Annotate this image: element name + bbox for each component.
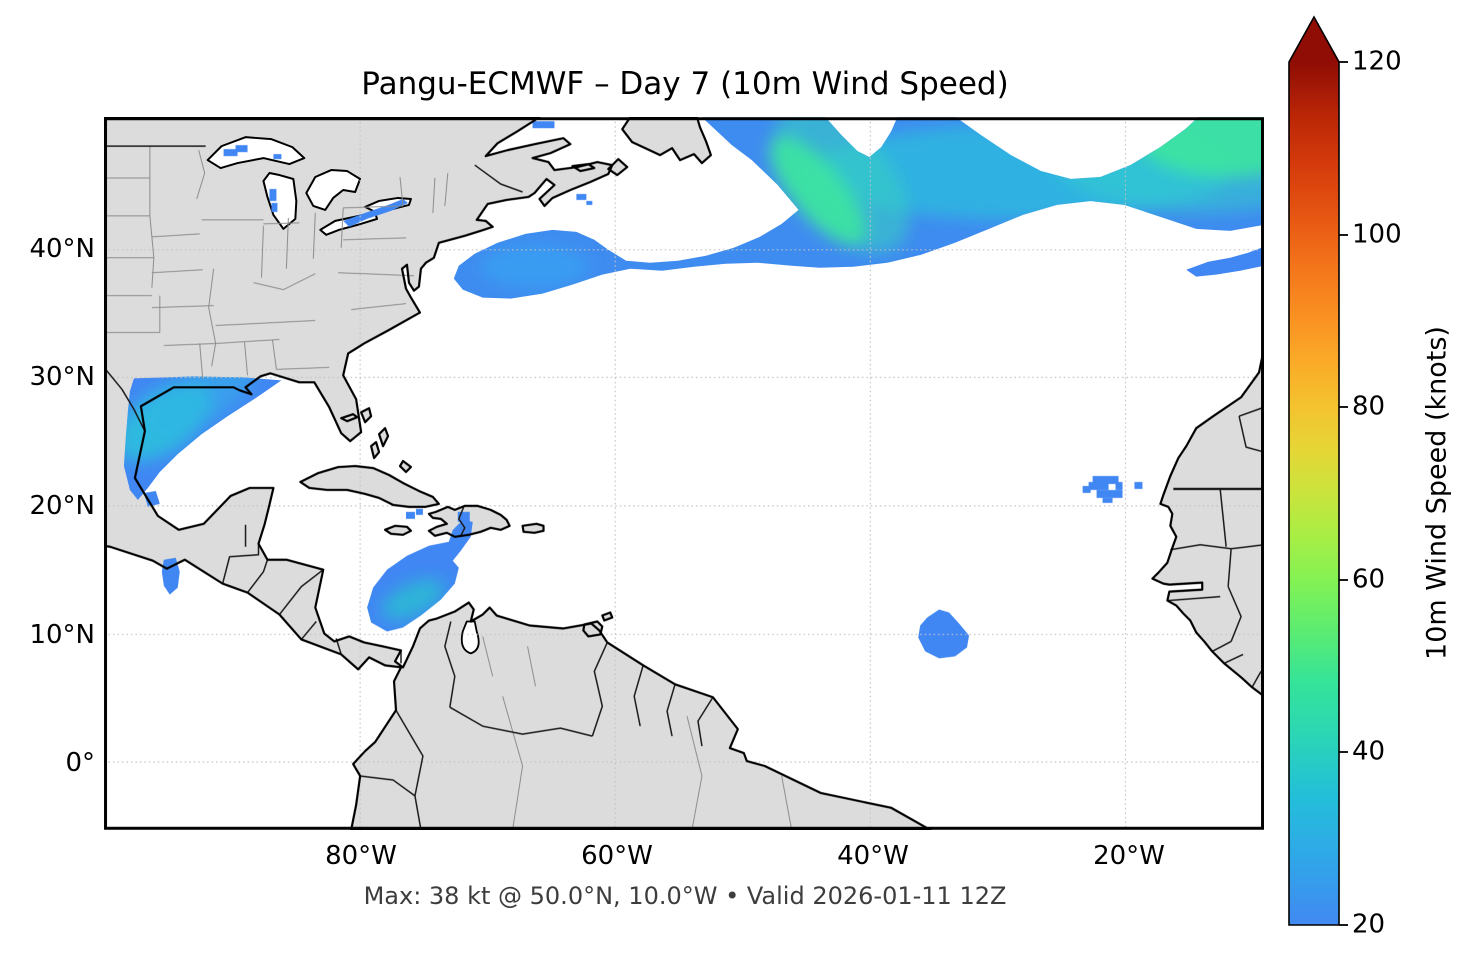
wind-patch-west-africa [1082,475,1143,503]
cb-tick-100: 100 [1352,219,1402,250]
y-tick-40n: 40°N [29,233,95,264]
colorbar-gradient-bar [1288,15,1340,926]
x-tick-40w: 40°W [837,841,909,871]
colorbar-svg [1288,15,1348,926]
map-plot-area [102,116,1266,831]
cb-tick-120: 120 [1352,46,1402,77]
cb-tick-20: 20 [1352,909,1386,940]
americas-mainland [104,117,931,830]
island-tobago [602,612,613,621]
wind-speck-gulf-tail [143,490,160,507]
wind-sliver-right-edge [1186,246,1264,277]
island-trinidad [583,621,603,637]
wind-speck-colombia-arm [457,511,470,522]
x-tick-80w: 80°W [325,841,397,871]
island-cuba [300,466,439,507]
y-tick-10n: 10°N [29,619,95,650]
colorbar-tick-marks [1339,61,1348,926]
wind-gulf-core [123,376,255,462]
state-borders [104,146,793,830]
weather-map-svg [102,116,1266,831]
island-newfoundland [622,117,711,164]
cb-tick-80: 80 [1352,391,1386,422]
cb-tick-60: 60 [1352,564,1386,595]
lake-michigan [262,172,298,230]
caption-max-valid: Max: 38 kt @ 50.0°N, 10.0°W • Valid 2026… [363,882,1007,910]
y-tick-0: 0° [65,747,95,778]
y-tick-20n: 20°N [29,490,95,521]
wind-patch-tehuantepec [161,557,180,595]
lake-huron [305,169,362,211]
x-tick-60w: 60°W [581,841,653,871]
cb-tick-40: 40 [1352,736,1386,767]
plot-title: Pangu-ECMWF – Day 7 (10m Wind Speed) [361,66,1009,102]
colorbar-axis-label: 10m Wind Speed (knots) [1421,326,1453,660]
x-tick-20w: 20°W [1093,841,1165,871]
plot-frame [103,117,1264,830]
lake-maracaibo [460,620,480,655]
lake-superior [206,136,306,170]
y-tick-30n: 30°N [29,361,95,392]
country-borders [103,145,1265,830]
wind-colombia-core [381,579,445,620]
